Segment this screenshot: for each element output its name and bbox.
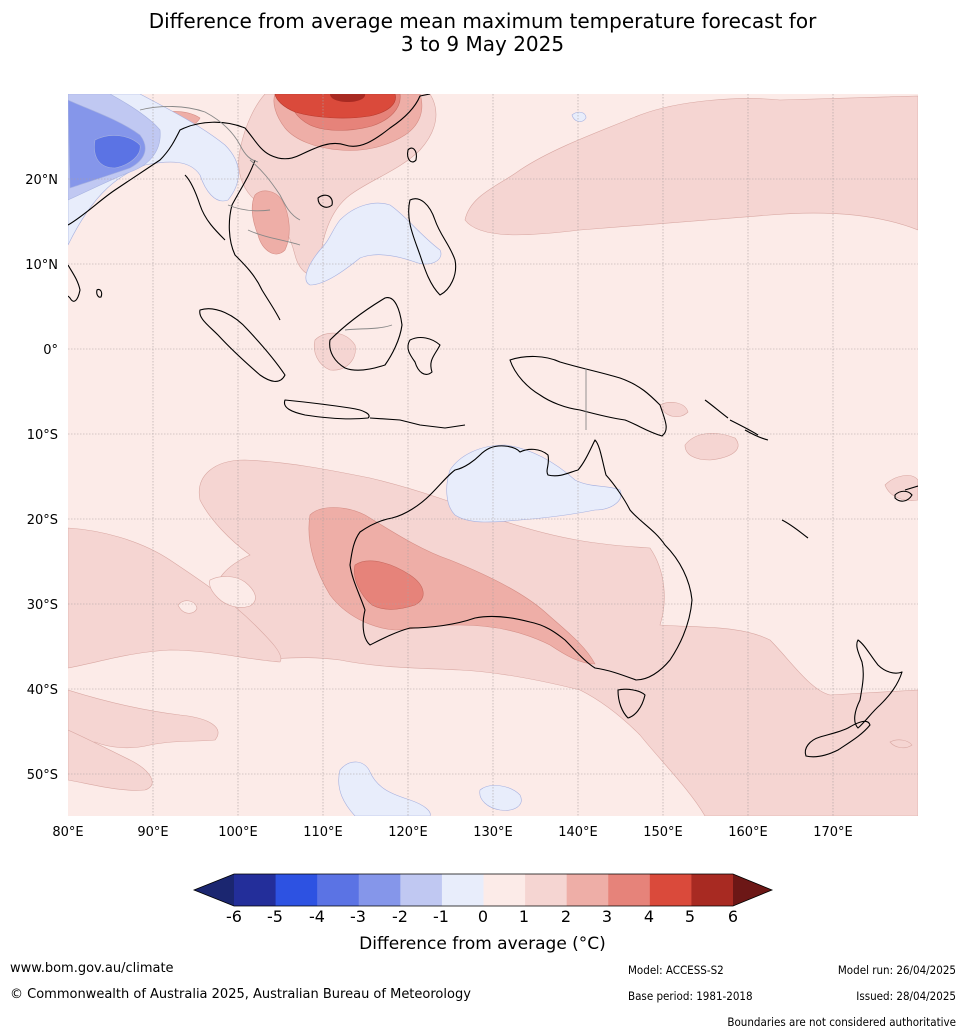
colorbar: -6 -5 -4 -3 -2 -1 0 1 2 3 4 5 6 xyxy=(192,873,774,926)
latitude-labels: 20°N 10°N 0° 10°S 20°S 30°S 40°S 50°S xyxy=(25,173,58,783)
lat-label-50s: 50°S xyxy=(27,768,58,783)
colorbar-label-neg2: -2 xyxy=(392,907,408,926)
sri-lanka-coastline xyxy=(96,288,103,298)
colorbar-box xyxy=(441,874,484,906)
hainan-coastline xyxy=(317,194,333,208)
lon-label-130e: 130°E xyxy=(473,825,513,840)
lon-label-120e: 120°E xyxy=(388,825,428,840)
colorbar-box xyxy=(400,874,443,906)
colorbar-label-neg6: -6 xyxy=(226,907,242,926)
colorbar-label-1: 1 xyxy=(519,907,529,926)
colorbar-label-3: 3 xyxy=(602,907,612,926)
colorbar-box xyxy=(483,874,526,906)
lat-label-10n: 10°N xyxy=(25,258,58,273)
lon-label-160e: 160°E xyxy=(728,825,768,840)
title-line-1: Difference from average mean maximum tem… xyxy=(148,9,817,33)
colorbar-box xyxy=(566,874,609,906)
colorbar-boxes xyxy=(234,874,734,906)
base-period: Base period: 1981-2018 xyxy=(628,989,753,1003)
colorbar-box xyxy=(525,874,568,906)
colorbar-box xyxy=(275,874,318,906)
colorbar-ticks: -6 -5 -4 -3 -2 -1 0 1 2 3 4 5 6 xyxy=(226,907,738,926)
colorbar-box xyxy=(234,874,277,906)
mainland-asia-coastline xyxy=(68,94,431,321)
issued-date: Issued: 28/04/2025 xyxy=(856,989,956,1003)
colorbar-label-6: 6 xyxy=(728,907,738,926)
vanuatu-fiji-coastline xyxy=(781,485,918,539)
colorbar-label-neg3: -3 xyxy=(350,907,366,926)
lon-label-140e: 140°E xyxy=(558,825,598,840)
longitude-labels: 80°E 90°E 100°E 110°E 120°E 130°E 140°E … xyxy=(52,825,852,840)
graticule xyxy=(68,94,918,816)
title-line-2: 3 to 9 May 2025 xyxy=(400,32,565,56)
lon-label-170e: 170°E xyxy=(813,825,853,840)
anomaly-5-to-6-areas xyxy=(330,94,366,102)
colorbar-box xyxy=(608,874,651,906)
colorbar-box xyxy=(317,874,360,906)
colorbar-label-2: 2 xyxy=(561,907,571,926)
new-zealand-south-coastline xyxy=(804,720,871,758)
tasmania-coastline xyxy=(617,688,646,719)
colorbar-box xyxy=(649,874,692,906)
model-name: Model: ACCESS-S2 xyxy=(628,963,724,977)
lesser-sunda-coastline xyxy=(369,417,466,429)
lat-label-40s: 40°S xyxy=(27,683,58,698)
map-panel xyxy=(68,94,918,816)
sumatra-coastline xyxy=(199,308,286,382)
lat-label-20s: 20°S xyxy=(27,513,58,528)
boundaries-disclaimer: Boundaries are not considered authoritat… xyxy=(727,1015,956,1029)
borneo-coastline xyxy=(329,297,403,371)
lat-label-0: 0° xyxy=(43,343,58,358)
copyright-text: © Commonwealth of Australia 2025, Austra… xyxy=(10,987,471,1002)
lat-label-10s: 10°S xyxy=(27,428,58,443)
map-title: Difference from average mean maximum tem… xyxy=(0,10,965,56)
colorbar-label-5: 5 xyxy=(685,907,695,926)
taiwan-coastline xyxy=(407,147,417,163)
model-run-date: Model run: 26/04/2025 xyxy=(837,963,956,977)
website-link[interactable]: www.bom.gov.au/climate xyxy=(10,961,174,976)
colorbar-box xyxy=(691,874,734,906)
australia-coastline xyxy=(349,439,693,681)
coastlines xyxy=(68,94,918,758)
colorbar-label-neg5: -5 xyxy=(267,907,283,926)
colorbar-label-0: 0 xyxy=(478,907,488,926)
lon-label-100e: 100°E xyxy=(218,825,258,840)
sulawesi-coastline xyxy=(407,336,441,375)
lon-label-80e: 80°E xyxy=(52,825,83,840)
colorbar-label-4: 4 xyxy=(644,907,654,926)
country-borders xyxy=(139,106,587,430)
anomaly-4-to-5-areas xyxy=(274,94,396,119)
new-guinea-coastline xyxy=(509,355,667,437)
colorbar-title: Difference from average (°C) xyxy=(359,934,606,954)
anomaly-negative-areas xyxy=(68,94,622,816)
lon-label-150e: 150°E xyxy=(643,825,683,840)
lat-label-30s: 30°S xyxy=(27,598,58,613)
colorbar-box xyxy=(358,874,401,906)
lat-label-20n: 20°N xyxy=(25,173,58,188)
lon-label-110e: 110°E xyxy=(303,825,343,840)
lon-label-90e: 90°E xyxy=(137,825,168,840)
java-coastline xyxy=(283,399,370,420)
colorbar-under-extension xyxy=(194,874,234,906)
solomon-islands-coastline xyxy=(704,399,769,441)
philippines-coastline xyxy=(408,198,457,296)
colorbar-over-extension xyxy=(733,874,772,906)
new-zealand-north-coastline xyxy=(854,639,903,729)
colorbar-label-neg1: -1 xyxy=(433,907,449,926)
colorbar-label-neg4: -4 xyxy=(309,907,325,926)
india-coastline xyxy=(68,264,81,302)
colorbar-outline xyxy=(192,873,774,907)
